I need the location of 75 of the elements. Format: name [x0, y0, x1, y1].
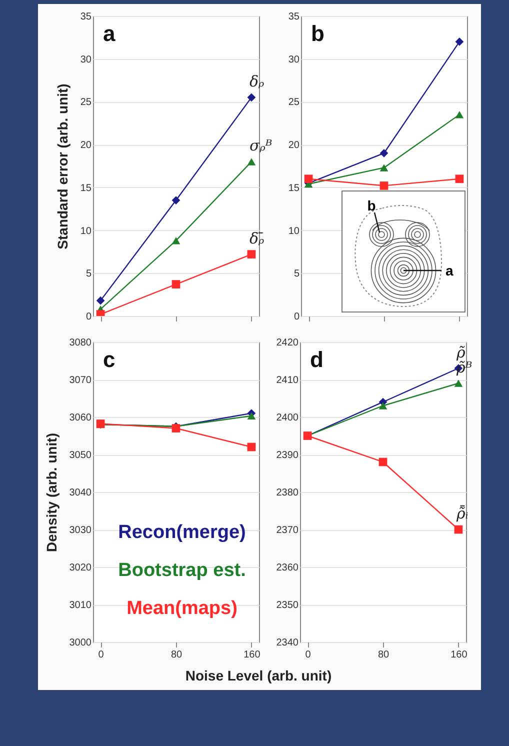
- point: [380, 182, 388, 190]
- y-tick-label: 10: [80, 226, 92, 237]
- y-tick-label: 3060: [69, 412, 92, 424]
- point: [455, 174, 464, 184]
- point: [454, 525, 463, 534]
- point: [378, 458, 388, 466]
- y-tick-label: 3020: [69, 562, 92, 574]
- y-tick-label: 2420: [276, 338, 299, 348]
- annotation: σᵨᴮ: [249, 136, 272, 155]
- x-tick-label: 160: [244, 650, 261, 660]
- y-tick-label: 35: [80, 12, 92, 22]
- y-tick-label: 25: [288, 97, 300, 108]
- y-tick-label: 10: [288, 226, 300, 237]
- chart-title: c: [103, 347, 116, 372]
- y-tick-label: 3050: [69, 450, 92, 461]
- y-tick-label: 2410: [276, 375, 299, 386]
- point: [172, 280, 180, 288]
- y-tick-label: 2390: [276, 450, 299, 461]
- y-tick-label: 3000: [69, 638, 92, 648]
- text: Bootstrap est.: [118, 560, 246, 581]
- point: [172, 236, 180, 244]
- y-tick-label: 2350: [276, 600, 299, 611]
- y-tick-label: 3040: [69, 488, 92, 498]
- chart-title: b: [311, 21, 324, 46]
- point: [455, 38, 464, 46]
- x-tick-label: 80: [378, 650, 390, 660]
- y-tick-label: 3070: [69, 375, 92, 386]
- point: [96, 296, 105, 305]
- point: [247, 412, 256, 420]
- annotation: ρ̃: [455, 343, 466, 362]
- y-tick-label: 20: [288, 140, 300, 152]
- y-tick-label: 15: [288, 182, 300, 194]
- text: Mean(maps): [126, 598, 238, 619]
- annotation: ρ̃̄ᵢ: [455, 504, 468, 522]
- x-tick-label: 0: [98, 650, 104, 660]
- y-tick-label: 2360: [276, 562, 299, 574]
- point: [172, 196, 180, 204]
- y-tick-label: 30: [288, 54, 300, 66]
- x-tick-label: 80: [170, 650, 182, 660]
- x-tick-label: 160: [450, 650, 468, 660]
- y-tick-label: 25: [80, 97, 92, 108]
- y-tick-label: 30: [80, 54, 92, 66]
- point: [247, 93, 256, 102]
- y-tick-label: 20: [80, 140, 92, 152]
- annotation: a: [446, 262, 454, 278]
- y-tick-label: 35: [288, 12, 300, 22]
- y-axis-title: Density (arb. unit): [43, 432, 60, 552]
- annotation: δᵨ̄: [249, 229, 264, 248]
- chart-title: d: [310, 347, 324, 372]
- y-axis-title: Standard error (arb. unit): [54, 84, 70, 250]
- annotation: δᵨ: [249, 72, 264, 90]
- y-tick-label: 2370: [276, 525, 299, 536]
- y-tick-label: 2340: [276, 638, 299, 648]
- y-tick-label: 3080: [69, 338, 92, 348]
- point: [455, 110, 464, 118]
- chart-title: a: [103, 21, 116, 46]
- y-tick-label: 0: [294, 312, 300, 322]
- point: [247, 250, 256, 258]
- y-tick-label: 5: [86, 268, 92, 280]
- point: [247, 442, 256, 452]
- y-tick-label: 15: [80, 182, 92, 194]
- x-tick-label: 0: [305, 650, 312, 660]
- text: Recon(merge): [118, 522, 246, 543]
- point: [380, 148, 388, 158]
- y-tick-label: 0: [86, 312, 92, 322]
- y-tick-label: 3030: [69, 525, 92, 536]
- y-tick-label: 5: [294, 268, 300, 280]
- y-tick-label: 2380: [276, 488, 299, 498]
- point: [304, 174, 313, 184]
- y-tick-label: 3010: [69, 600, 92, 611]
- point: [380, 164, 388, 172]
- y-tick-label: 2400: [276, 412, 299, 424]
- x-axis-title: Noise Level (arb. unit): [185, 668, 332, 684]
- point: [247, 158, 256, 166]
- annotation: b: [367, 198, 376, 214]
